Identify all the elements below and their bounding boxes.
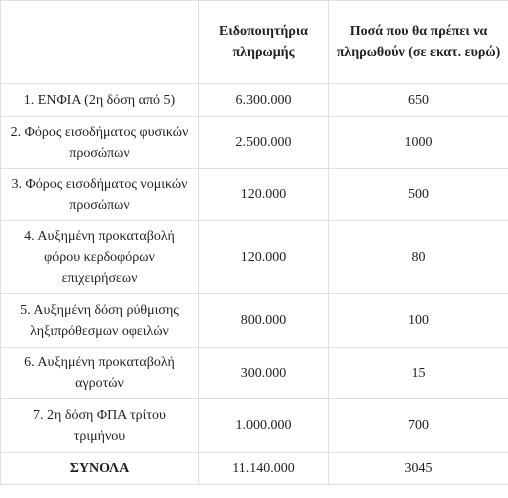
header-notices-label: Ειδοποιητήρια πληρωμής [219,24,308,60]
row-notices: 2.500.000 [198,116,329,169]
header-amount-label: Ποσά που θα πρέπει να πληρωθούν (σε εκατ… [336,24,501,60]
row-notices: 1.000.000 [198,398,329,453]
row-notices: 120.000 [198,220,329,294]
row-amount: 1000 [328,116,508,169]
row-label: 6. Αυξημένη προκαταβολή αγροτών [0,347,199,399]
row-label: 4. Αυξημένη προκαταβολή φόρου κερδοφόρων… [0,220,199,294]
table-row: 6. Αυξημένη προκαταβολή αγροτών 300.000 … [0,347,508,399]
table-row: 4. Αυξημένη προκαταβολή φόρου κερδοφόρων… [0,220,508,294]
row-notices: 120.000 [198,168,329,221]
totals-amount: 3045 [328,452,508,485]
row-notices: 800.000 [198,293,329,348]
row-notices: 6.300.000 [198,83,329,117]
table-row: 1. ΕΝΦΙΑ (2η δόση από 5) 6.300.000 650 [0,83,508,117]
row-amount: 100 [328,293,508,348]
header-empty-cell [0,0,199,84]
tax-payments-table: Ειδοποιητήρια πληρωμής Ποσά που θα πρέπε… [0,0,508,485]
row-label: 3. Φόρος εισοδήματος νομικών προσώπων [0,168,199,221]
totals-label: ΣΥΝΟΛΑ [0,452,199,485]
table-header-row: Ειδοποιητήρια πληρωμής Ποσά που θα πρέπε… [0,0,508,84]
totals-notices: 11.140.000 [198,452,329,485]
table-row: 5. Αυξημένη δόση ρύθμισης ληξιπρόθεσμων … [0,293,508,348]
row-amount: 500 [328,168,508,221]
row-amount: 80 [328,220,508,294]
table-row: 2. Φόρος εισοδήματος φυσικών προσώπων 2.… [0,116,508,169]
row-label: 2. Φόρος εισοδήματος φυσικών προσώπων [0,116,199,169]
table-row: 7. 2η δόση ΦΠΑ τρίτου τριμήνου 1.000.000… [0,398,508,453]
header-amount: Ποσά που θα πρέπει να πληρωθούν (σε εκατ… [328,0,508,84]
row-amount: 650 [328,83,508,117]
row-notices: 300.000 [198,347,329,399]
row-label: 5. Αυξημένη δόση ρύθμισης ληξιπρόθεσμων … [0,293,199,348]
header-notices: Ειδοποιητήρια πληρωμής [198,0,329,84]
totals-row: ΣΥΝΟΛΑ 11.140.000 3045 [0,452,508,485]
row-amount: 700 [328,398,508,453]
table-row: 3. Φόρος εισοδήματος νομικών προσώπων 12… [0,168,508,221]
row-amount: 15 [328,347,508,399]
row-label: 1. ΕΝΦΙΑ (2η δόση από 5) [0,83,199,117]
row-label: 7. 2η δόση ΦΠΑ τρίτου τριμήνου [0,398,199,453]
